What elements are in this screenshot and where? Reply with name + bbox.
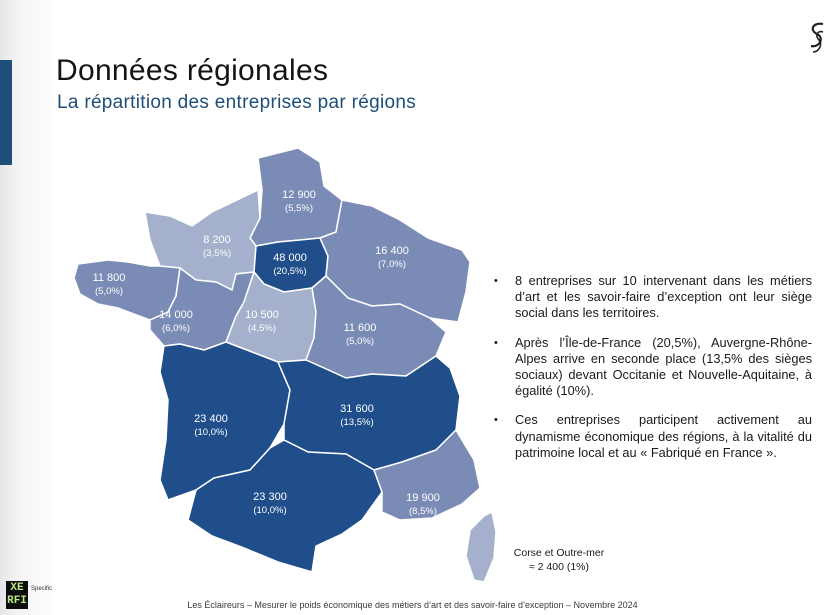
bullet-icon: • — [494, 336, 498, 349]
region-grand-est[interactable] — [319, 199, 471, 323]
corse-note-label: Corse et Outre-mer — [513, 547, 605, 559]
brand-mark-icon — [810, 22, 824, 53]
page-title: Données régionales — [56, 54, 329, 87]
logo-line-1: XE — [10, 582, 24, 594]
label-centre-val-de-loire-pct: (4,5%) — [248, 323, 276, 334]
label-pays-de-la-loire-value: 14 000 — [159, 309, 193, 321]
label-grand-est-pct: (7,0%) — [378, 259, 406, 270]
label-occitanie-value: 23 300 — [253, 491, 287, 503]
label-normandie-pct: (3,5%) — [203, 248, 231, 259]
label-pays-de-la-loire-pct: (6,0%) — [162, 323, 190, 334]
corse-note-value: ≈ 2 400 (1%) — [528, 561, 590, 573]
label-paca-value: 19 900 — [406, 492, 440, 504]
label-bretagne-value: 11 800 — [93, 272, 126, 284]
label-nouvelle-aquitaine-pct: (10,0%) — [194, 427, 227, 438]
label-grand-est-value: 16 400 — [375, 245, 409, 257]
list-item: • 8 entreprises sur 10 intervenant dans l… — [494, 273, 812, 322]
label-nouvelle-aquitaine-value: 23 400 — [194, 413, 228, 425]
label-ile-de-france-pct: (20,5%) — [273, 266, 306, 277]
label-paca-pct: (8,5%) — [409, 506, 437, 517]
logo-line-2: RFI — [7, 595, 27, 607]
region-corse[interactable] — [465, 511, 497, 583]
bullet-text: 8 entreprises sur 10 intervenant dans le… — [515, 273, 812, 321]
label-auvergne-rhone-alpes-pct: (13,5%) — [340, 417, 373, 428]
label-bourgogne-franche-comte-value: 11 600 — [344, 322, 377, 334]
accent-bar — [0, 60, 12, 165]
bullet-icon: • — [494, 275, 498, 287]
region-paca[interactable] — [373, 429, 481, 521]
corse-outre-mer-note: Corse et Outre-mer ≈ 2 400 (1%) — [507, 546, 611, 574]
page-subtitle: La répartition des entreprises par régio… — [57, 92, 417, 113]
bullet-text: Après l’Île-de-France (20,5%), Auvergne-… — [515, 334, 812, 399]
label-hauts-de-france-pct: (5,5%) — [285, 203, 313, 214]
page-footer: Les Éclaireurs – Mesurer le poids économ… — [187, 600, 638, 610]
label-ile-de-france-value: 48 000 — [273, 252, 307, 264]
label-hauts-de-france-value: 12 900 — [282, 189, 316, 201]
label-occitanie-pct: (10,0%) — [253, 505, 286, 516]
label-bretagne-pct: (5,0%) — [95, 286, 123, 297]
region-labels: 12 900 (5,5%) 8 200 (3,5%) 48 000 (20,5%… — [93, 189, 440, 517]
xerfi-logo: XE RFI — [6, 581, 28, 609]
label-auvergne-rhone-alpes-value: 31 600 — [340, 403, 374, 415]
label-centre-val-de-loire-value: 10 500 — [245, 309, 279, 321]
region-occitanie[interactable] — [187, 439, 383, 573]
list-item: • Ces entreprises participent activement … — [494, 412, 812, 461]
logo-tag: Specific — [31, 586, 53, 592]
label-bourgogne-franche-comte-pct: (5,0%) — [346, 336, 374, 347]
bullet-icon: • — [494, 414, 498, 427]
key-points-list: • 8 entreprises sur 10 intervenant dans l… — [494, 273, 812, 474]
list-item: • Après l’Île-de-France (20,5%), Auvergne… — [494, 335, 812, 400]
bullet-text: Ces entreprises participent activement a… — [515, 412, 812, 460]
label-normandie-value: 8 200 — [203, 234, 231, 246]
